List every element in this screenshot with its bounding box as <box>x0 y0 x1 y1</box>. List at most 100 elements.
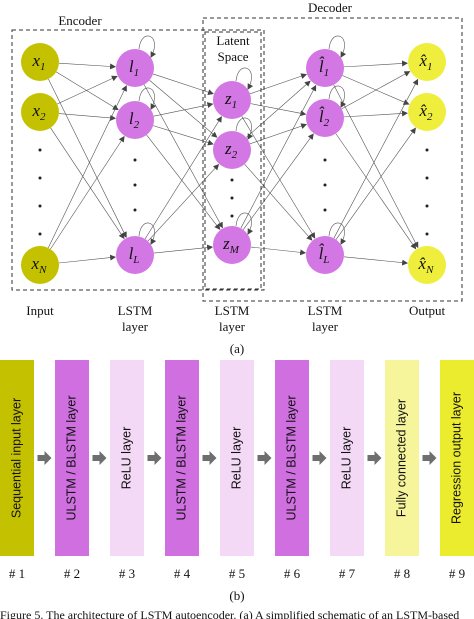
nodes: x1x2xNInputl1l2lLLSTMlayerz1z2zMLSTMlaye… <box>21 35 446 334</box>
node <box>408 93 446 131</box>
self-loop <box>328 85 347 108</box>
node-label: x̂2 <box>418 101 433 123</box>
edge <box>58 113 117 121</box>
layer-box <box>440 360 474 556</box>
node-symbol: x <box>31 254 40 273</box>
node-symbol: x̂ <box>418 254 427 273</box>
node-label: z2 <box>224 139 238 161</box>
node-subscript: 2 <box>40 111 46 123</box>
edge <box>47 85 127 249</box>
node <box>21 43 59 81</box>
node-subscript: 1 <box>324 67 330 79</box>
ellipsis-dot <box>230 196 234 200</box>
node-subscript: N <box>38 264 47 276</box>
node-symbol: z <box>224 89 232 108</box>
layer-label: LSTM <box>215 303 250 318</box>
self-loop <box>328 35 347 58</box>
ellipsis-dot <box>323 208 327 212</box>
node <box>408 246 446 284</box>
figure-caption: Figure 5. The architecture of LSTM autoe… <box>0 608 459 619</box>
layer-label: Input <box>26 303 54 318</box>
node-label: x̂1 <box>418 51 432 73</box>
edge <box>143 84 223 229</box>
node-label: zM <box>222 234 240 256</box>
node-label: x̂N <box>418 254 435 276</box>
node-symbol: z <box>224 139 232 158</box>
ellipsis-dot <box>133 183 137 187</box>
latent-label: Space <box>217 49 248 64</box>
layer-label: LSTM <box>118 303 153 318</box>
node-subscript: L <box>132 254 139 266</box>
node <box>213 131 251 169</box>
layer-number: # 5 <box>229 566 245 581</box>
node-symbol: x̂ <box>418 51 427 70</box>
node-symbol: l̂ <box>319 106 325 125</box>
edge <box>244 164 313 241</box>
node-subscript: 1 <box>427 61 433 73</box>
ellipsis-dot <box>38 232 42 236</box>
node <box>116 49 154 87</box>
ellipsis-dot <box>425 148 429 152</box>
edge <box>240 84 317 229</box>
edge <box>342 75 410 105</box>
layer-name: ULSTM / BLSTM layer <box>284 395 298 520</box>
layer-name: Fully connected layer <box>394 399 408 517</box>
flow-arrow <box>202 451 217 465</box>
edge <box>333 84 419 249</box>
self-loop <box>138 87 157 110</box>
layer-box <box>110 360 144 556</box>
node-subscript: 2 <box>427 111 433 123</box>
layer-name: ReLU layer <box>119 427 133 490</box>
ellipsis-dot <box>425 232 429 236</box>
edge <box>149 80 218 138</box>
decoder-box <box>202 17 463 302</box>
edge <box>246 80 311 138</box>
node-label: l2 <box>129 109 140 131</box>
node <box>213 226 251 264</box>
caption-a: (a) <box>230 341 244 356</box>
layer-name: Sequential input layer <box>9 398 23 518</box>
edge <box>335 133 417 250</box>
node <box>306 236 344 274</box>
ellipsis-dot <box>38 148 42 152</box>
edge <box>343 256 409 266</box>
node-label: x2 <box>31 101 46 123</box>
self-loop <box>235 117 254 140</box>
node-label: xN <box>31 254 48 276</box>
layer-name: ReLU layer <box>339 427 353 490</box>
node-subscript: 1 <box>134 67 140 79</box>
decoder-label: Decoder <box>308 0 353 15</box>
node <box>213 81 251 119</box>
edge <box>50 127 125 240</box>
edge <box>146 134 221 230</box>
node-label: lL <box>129 244 140 266</box>
self-loop <box>138 35 157 58</box>
latent-label: Latent <box>216 33 250 48</box>
flow-arrow <box>367 451 382 465</box>
flow-arrow <box>422 451 437 465</box>
node <box>408 43 446 81</box>
node-symbol: x <box>31 51 40 70</box>
layer-label: layer <box>122 319 149 334</box>
node-label: x1 <box>31 51 45 73</box>
ellipsis-dot <box>323 158 327 162</box>
node-symbol: l̂ <box>319 243 325 262</box>
edge <box>250 103 307 117</box>
edge <box>249 123 308 145</box>
node-subscript: 1 <box>232 99 238 111</box>
node <box>21 246 59 284</box>
edge <box>56 71 119 111</box>
layer-name: ReLU layer <box>229 427 243 490</box>
node-subscript: 2 <box>232 149 238 161</box>
flow-arrow <box>257 451 272 465</box>
edge <box>58 62 117 70</box>
caption-b: (b) <box>229 588 244 603</box>
node-symbol: l̂ <box>319 56 325 75</box>
self-loop <box>235 212 254 235</box>
node-subscript: M <box>229 244 240 256</box>
edge <box>343 60 409 68</box>
layer-number: # 6 <box>284 566 301 581</box>
ellipsis-dot <box>38 176 42 180</box>
edge <box>335 127 416 240</box>
